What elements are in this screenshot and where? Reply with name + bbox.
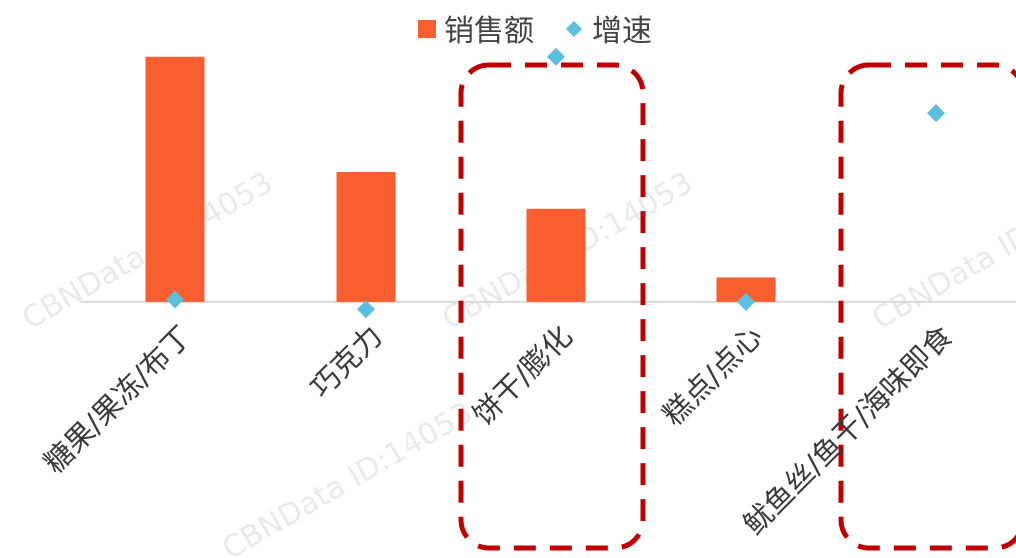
x-tick-label: 糖果/果冻/布丁 <box>37 319 198 480</box>
legend-point-swatch <box>566 21 582 37</box>
growth-series <box>166 47 945 319</box>
x-tick-label: 饼干/膨化 <box>466 319 579 432</box>
x-tick-label: 糕点/点心 <box>656 319 769 432</box>
legend: 销售额 增速 <box>418 14 652 49</box>
watermark-text: CBNData ID:14053 <box>217 395 479 558</box>
legend-label-growth: 增速 <box>592 14 652 49</box>
point-2 <box>547 47 565 66</box>
point-3 <box>737 292 755 311</box>
bar-2 <box>526 208 586 302</box>
bar-series <box>145 56 776 302</box>
watermark-text: CBNData ID:14053 <box>867 165 1016 337</box>
highlight-box-4 <box>838 62 1016 551</box>
highlight-layer <box>458 62 1016 551</box>
point-1 <box>357 300 375 319</box>
x-tick-label: 巧克力 <box>303 319 389 405</box>
legend-label-sales: 销售额 <box>444 14 534 49</box>
point-0 <box>166 290 184 309</box>
legend-bar-swatch <box>418 20 436 38</box>
x-tick-label: 鱿鱼丝/鱼干/海味即食 <box>737 319 959 541</box>
point-4 <box>927 104 945 123</box>
highlight-box-2 <box>458 62 646 551</box>
bar-0 <box>145 56 205 302</box>
bar-1 <box>336 172 396 302</box>
